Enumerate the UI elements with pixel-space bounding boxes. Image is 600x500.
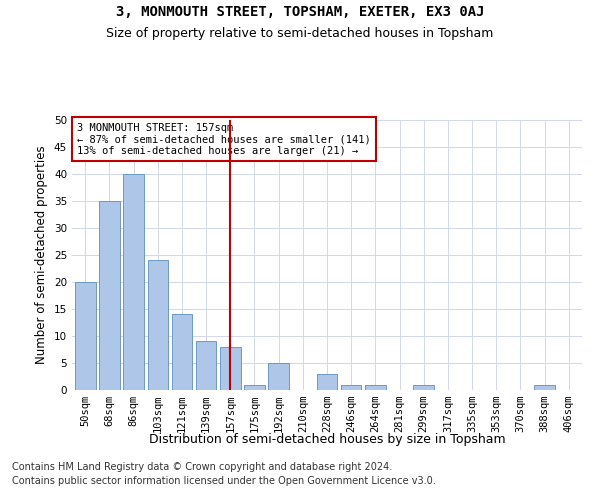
Bar [268,363,289,390]
Text: 3 MONMOUTH STREET: 157sqm
← 87% of semi-detached houses are smaller (141)
13% of: 3 MONMOUTH STREET: 157sqm ← 87% of semi-… [77,122,371,156]
Bar [148,260,168,390]
Text: Contains HM Land Registry data © Crown copyright and database right 2024.: Contains HM Land Registry data © Crown c… [12,462,392,472]
Bar [172,314,192,390]
Text: Size of property relative to semi-detached houses in Topsham: Size of property relative to semi-detach… [106,28,494,40]
Bar [220,347,241,390]
Bar [317,374,337,390]
Bar [244,384,265,390]
Bar [413,384,434,390]
Text: Contains public sector information licensed under the Open Government Licence v3: Contains public sector information licen… [12,476,436,486]
Bar [365,384,386,390]
Y-axis label: Number of semi-detached properties: Number of semi-detached properties [35,146,49,364]
Bar [196,342,217,390]
Bar [534,384,555,390]
Text: 3, MONMOUTH STREET, TOPSHAM, EXETER, EX3 0AJ: 3, MONMOUTH STREET, TOPSHAM, EXETER, EX3… [116,5,484,19]
Bar [75,282,95,390]
Text: Distribution of semi-detached houses by size in Topsham: Distribution of semi-detached houses by … [149,432,505,446]
Bar [124,174,144,390]
Bar [99,201,120,390]
Bar [341,384,361,390]
